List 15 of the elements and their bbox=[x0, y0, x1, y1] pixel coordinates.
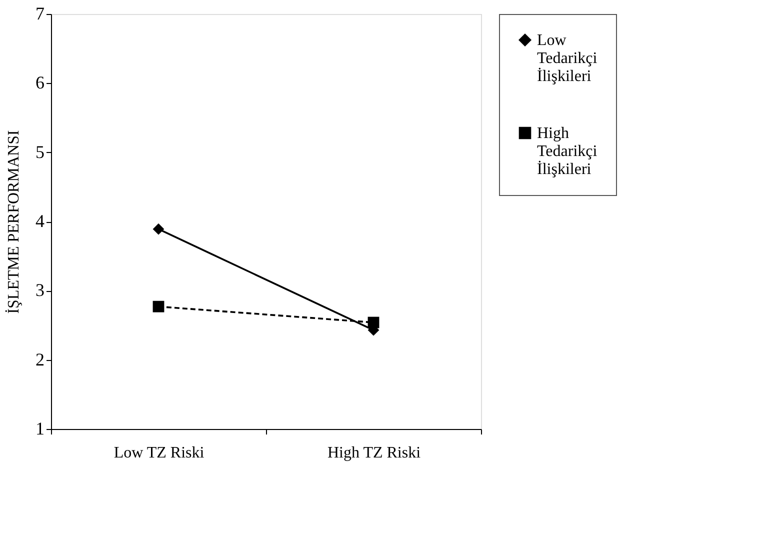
y-tick-label: 5 bbox=[36, 142, 44, 162]
x-tick-label: Low TZ Riski bbox=[114, 444, 205, 462]
legend-label: High Tedarikçi İlişkileri bbox=[537, 125, 598, 178]
y-tick-label: 2 bbox=[36, 349, 44, 370]
point bbox=[152, 223, 164, 235]
point bbox=[368, 316, 380, 328]
y-tick-label: 4 bbox=[36, 211, 44, 231]
y-tick-label: 6 bbox=[36, 72, 44, 93]
legend-label: Low Tedarikçi İlişkileri bbox=[537, 32, 598, 85]
x-tick-label: High TZ Riski bbox=[327, 444, 422, 462]
y-tick-label: 3 bbox=[36, 280, 44, 300]
y-tick-label: 1 bbox=[36, 418, 44, 438]
y-axis-title: İŞLETME PERFORMANSI bbox=[4, 130, 22, 314]
point bbox=[152, 300, 164, 312]
y-tick-label: 7 bbox=[36, 4, 44, 24]
